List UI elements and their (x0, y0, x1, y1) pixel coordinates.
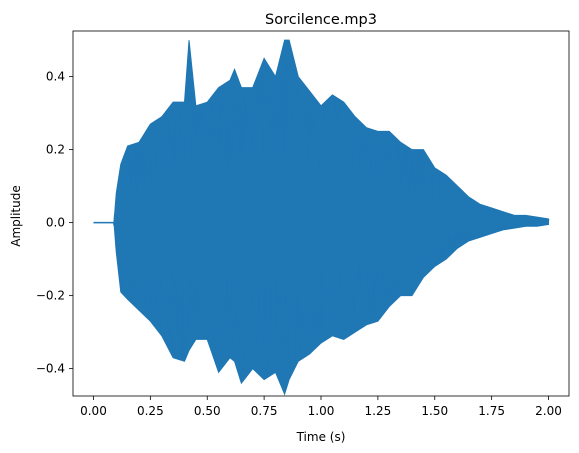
waveform-series (93, 39, 550, 396)
y-axis-label: Amplitude (9, 185, 23, 247)
x-tick-label: 0.00 (80, 404, 107, 418)
x-axis-label: Time (s) (296, 430, 346, 444)
x-axis: 0.00 0.25 0.50 0.75 1.00 1.25 1.50 1.75 2.00 (80, 396, 562, 418)
y-tick-label: −0.2 (36, 289, 65, 303)
y-axis: −0.4 −0.2 0.0 0.2 0.4 (36, 70, 73, 376)
waveform-line (93, 59, 550, 380)
x-tick-label: 2.00 (535, 404, 562, 418)
x-tick-label: 1.50 (421, 404, 448, 418)
chart-title: Sorcilence.mp3 (265, 12, 377, 28)
x-tick-label: 0.50 (194, 404, 221, 418)
x-tick-label: 1.75 (478, 404, 505, 418)
y-tick-label: 0.4 (46, 70, 65, 84)
y-tick-label: −0.4 (36, 362, 65, 376)
x-tick-label: 0.75 (251, 404, 278, 418)
y-tick-label: 0.2 (46, 143, 65, 157)
y-tick-label: 0.0 (46, 216, 65, 230)
x-tick-label: 1.00 (308, 404, 335, 418)
x-tick-label: 1.25 (365, 404, 392, 418)
x-tick-label: 0.25 (137, 404, 164, 418)
